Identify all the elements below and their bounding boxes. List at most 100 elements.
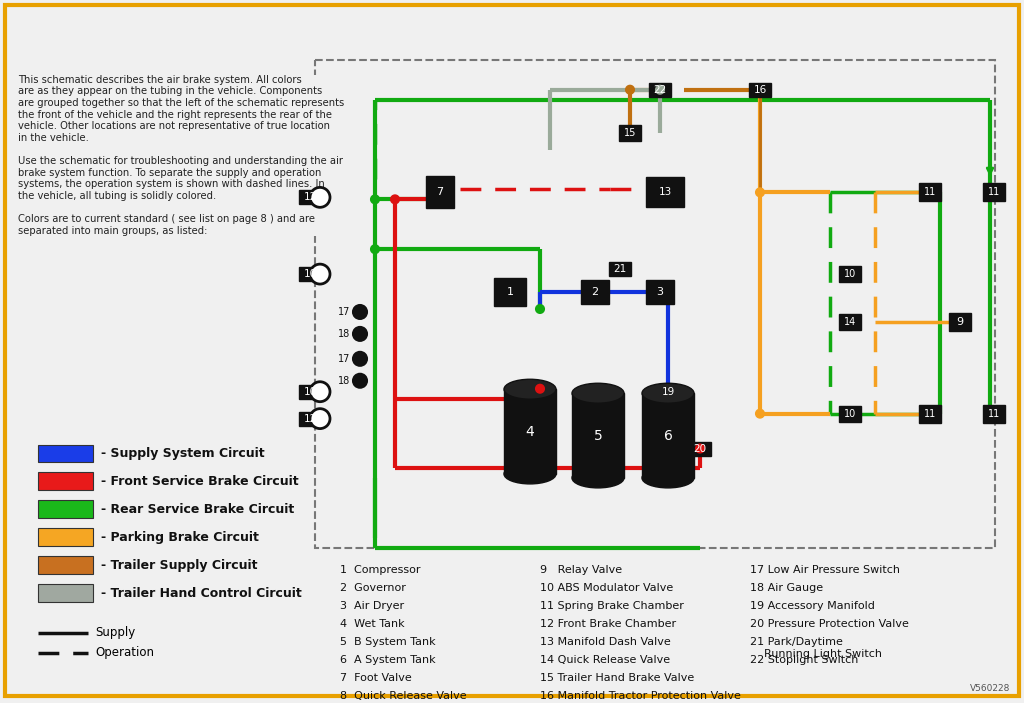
Text: 12 Front Brake Chamber: 12 Front Brake Chamber bbox=[540, 619, 676, 629]
Text: Operation: Operation bbox=[95, 646, 154, 659]
Text: 3  Air Dryer: 3 Air Dryer bbox=[340, 601, 404, 611]
Text: 6  A System Tank: 6 A System Tank bbox=[340, 655, 435, 665]
Bar bbox=[649, 83, 671, 97]
Ellipse shape bbox=[504, 379, 556, 399]
Text: 14: 14 bbox=[844, 317, 856, 327]
Text: 2  Governor: 2 Governor bbox=[340, 583, 406, 593]
Text: 7  Foot Valve: 7 Foot Valve bbox=[340, 673, 412, 683]
Ellipse shape bbox=[572, 468, 624, 488]
Ellipse shape bbox=[504, 464, 556, 484]
Text: 6: 6 bbox=[664, 429, 673, 443]
Bar bbox=[689, 441, 711, 456]
Bar bbox=[38, 501, 93, 518]
Text: 16: 16 bbox=[754, 84, 767, 95]
Text: 13: 13 bbox=[658, 188, 672, 198]
Circle shape bbox=[626, 86, 634, 93]
Text: 13 Manifold Dash Valve: 13 Manifold Dash Valve bbox=[540, 637, 671, 647]
Bar bbox=[572, 393, 624, 478]
Text: 4: 4 bbox=[525, 425, 535, 439]
Text: 9   Relay Valve: 9 Relay Valve bbox=[540, 565, 623, 575]
Text: 10: 10 bbox=[844, 408, 856, 419]
Text: 22 Stoplight Switch: 22 Stoplight Switch bbox=[750, 655, 858, 665]
Text: - Trailer Hand Control Circuit: - Trailer Hand Control Circuit bbox=[101, 586, 302, 600]
Circle shape bbox=[310, 188, 330, 207]
Bar bbox=[581, 280, 609, 304]
Ellipse shape bbox=[572, 383, 624, 404]
Circle shape bbox=[536, 385, 544, 393]
Bar bbox=[494, 278, 526, 306]
Text: 11: 11 bbox=[924, 408, 936, 419]
Text: 10 ABS Modulator Valve: 10 ABS Modulator Valve bbox=[540, 583, 673, 593]
Bar bbox=[983, 405, 1005, 423]
Bar bbox=[839, 406, 861, 422]
Bar bbox=[38, 556, 93, 574]
Ellipse shape bbox=[642, 468, 694, 488]
Text: 14 Quick Release Valve: 14 Quick Release Valve bbox=[540, 655, 670, 665]
Text: 15 Trailer Hand Brake Valve: 15 Trailer Hand Brake Valve bbox=[540, 673, 694, 683]
Text: 19 Accessory Manifold: 19 Accessory Manifold bbox=[750, 601, 874, 611]
FancyBboxPatch shape bbox=[5, 5, 1019, 696]
Text: 17: 17 bbox=[338, 307, 350, 317]
Text: 20 Pressure Protection Valve: 20 Pressure Protection Valve bbox=[750, 619, 909, 629]
Bar bbox=[299, 412, 321, 425]
Text: 11: 11 bbox=[988, 408, 1000, 419]
Bar bbox=[983, 183, 1005, 201]
Text: 22: 22 bbox=[653, 84, 667, 95]
Circle shape bbox=[696, 444, 705, 453]
Circle shape bbox=[310, 408, 330, 429]
Bar bbox=[839, 314, 861, 330]
Bar bbox=[839, 266, 861, 282]
Bar bbox=[299, 385, 321, 399]
Text: V560228: V560228 bbox=[970, 684, 1010, 692]
Text: 11 Spring Brake Chamber: 11 Spring Brake Chamber bbox=[540, 601, 684, 611]
Text: 9: 9 bbox=[956, 317, 964, 327]
Circle shape bbox=[353, 305, 367, 319]
Text: 10: 10 bbox=[844, 269, 856, 279]
Circle shape bbox=[371, 195, 379, 203]
Bar bbox=[38, 584, 93, 602]
Bar bbox=[949, 313, 971, 331]
Text: 17 Low Air Pressure Switch: 17 Low Air Pressure Switch bbox=[750, 565, 900, 575]
Text: - Supply System Circuit: - Supply System Circuit bbox=[101, 447, 264, 460]
Text: 16 Manifold Tractor Protection Valve: 16 Manifold Tractor Protection Valve bbox=[540, 691, 741, 701]
Text: 10: 10 bbox=[303, 387, 316, 396]
Text: 1  Compressor: 1 Compressor bbox=[340, 565, 421, 575]
Text: 20: 20 bbox=[693, 444, 707, 453]
Bar bbox=[426, 176, 454, 208]
Text: 12: 12 bbox=[303, 193, 316, 202]
Text: 17: 17 bbox=[338, 354, 350, 364]
Circle shape bbox=[536, 305, 544, 313]
Circle shape bbox=[310, 264, 330, 284]
Text: - Front Service Brake Circuit: - Front Service Brake Circuit bbox=[101, 475, 299, 488]
Text: 11: 11 bbox=[988, 188, 1000, 198]
Bar bbox=[642, 393, 694, 478]
Bar bbox=[618, 124, 641, 141]
Bar bbox=[504, 389, 556, 474]
Text: 18: 18 bbox=[338, 329, 350, 339]
Text: 3: 3 bbox=[656, 287, 664, 297]
Text: 18 Air Gauge: 18 Air Gauge bbox=[750, 583, 823, 593]
Bar bbox=[299, 267, 321, 281]
Circle shape bbox=[391, 195, 399, 203]
Text: This schematic describes the air brake system. All colors
are as they appear on : This schematic describes the air brake s… bbox=[18, 75, 344, 236]
Text: Supply: Supply bbox=[95, 626, 135, 640]
Bar bbox=[38, 528, 93, 546]
Text: - Rear Service Brake Circuit: - Rear Service Brake Circuit bbox=[101, 503, 294, 516]
Circle shape bbox=[656, 86, 664, 93]
Bar bbox=[749, 83, 771, 97]
Text: 2: 2 bbox=[592, 287, 599, 297]
Text: 19: 19 bbox=[662, 387, 675, 396]
Text: 5  B System Tank: 5 B System Tank bbox=[340, 637, 435, 647]
Text: 15: 15 bbox=[624, 127, 636, 138]
Bar bbox=[38, 444, 93, 463]
Ellipse shape bbox=[642, 383, 694, 404]
Circle shape bbox=[756, 188, 764, 196]
Text: 4  Wet Tank: 4 Wet Tank bbox=[340, 619, 404, 629]
Bar bbox=[609, 262, 631, 276]
Text: 8  Quick Release Valve: 8 Quick Release Valve bbox=[340, 691, 467, 701]
Text: 12: 12 bbox=[303, 413, 316, 424]
Bar bbox=[919, 405, 941, 423]
Text: 21: 21 bbox=[613, 264, 627, 274]
Circle shape bbox=[310, 382, 330, 401]
Circle shape bbox=[353, 352, 367, 366]
